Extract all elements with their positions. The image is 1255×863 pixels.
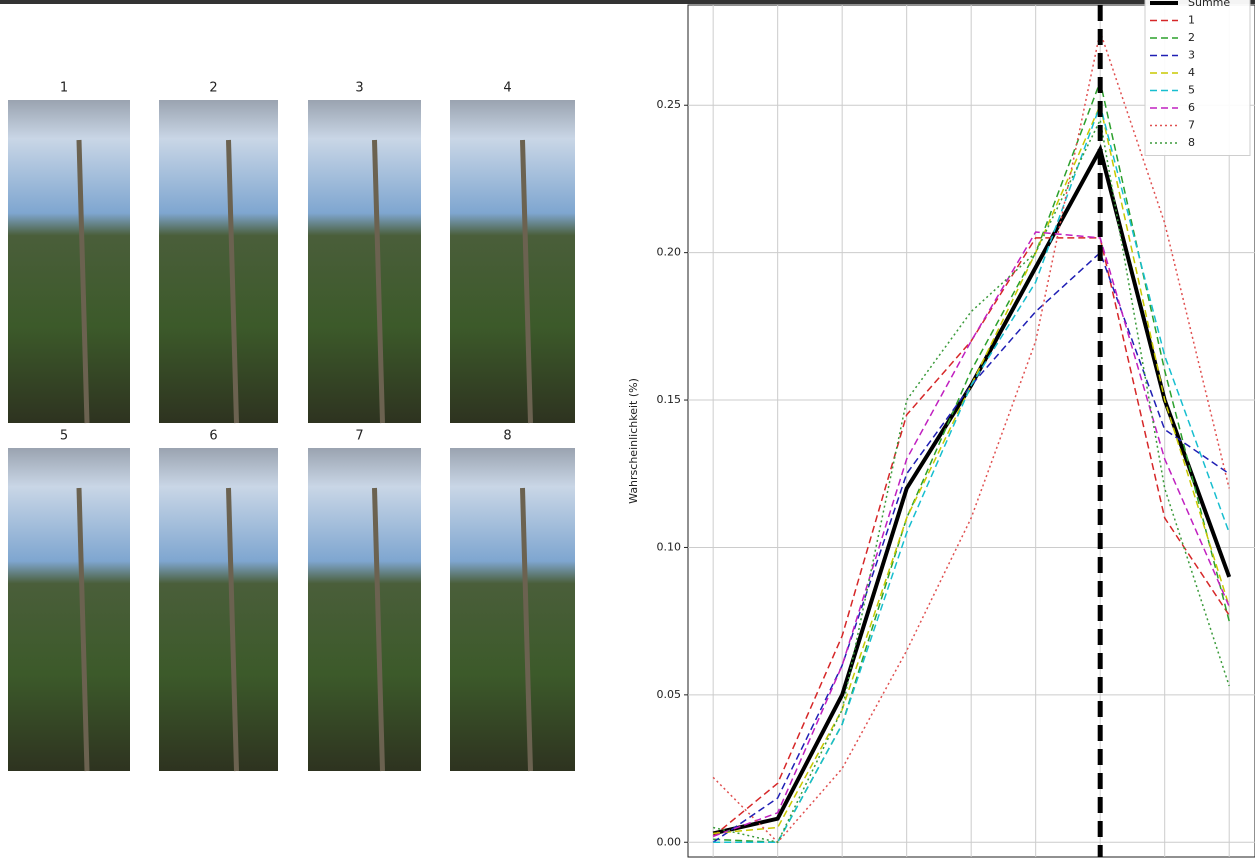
- photo: [159, 448, 278, 771]
- photo: [450, 100, 575, 423]
- photo-label: 1: [60, 81, 68, 96]
- photo-label: 4: [503, 81, 511, 96]
- photo-trunk: [520, 139, 533, 424]
- legend-label: 3: [1188, 49, 1195, 62]
- line-series: [712, 28, 1230, 844]
- photo-trunk: [372, 139, 385, 424]
- photo-trunk: [226, 139, 239, 424]
- legend-box: [1144, 0, 1251, 156]
- photo-trunk: [520, 487, 533, 772]
- legend-label: 8: [1188, 136, 1195, 149]
- legend-label: 6: [1188, 101, 1195, 114]
- photo-label: 6: [209, 429, 217, 444]
- top-bar: [0, 0, 1255, 4]
- line-series: [712, 231, 1230, 838]
- photo: [450, 448, 575, 771]
- y-tick-label: 0.15: [657, 393, 682, 406]
- chart: 0.00 0.05 0.10 0.15 0.20 0.25 Wahrscheinlichke…: [627, 0, 1255, 858]
- photo-trunk: [226, 487, 239, 772]
- line-series: [712, 251, 1230, 843]
- photo-label: 2: [209, 81, 217, 96]
- legend-label: 2: [1188, 31, 1195, 44]
- photo-trunk: [372, 487, 385, 772]
- legend-label: 4: [1188, 66, 1195, 79]
- photo: [308, 448, 421, 771]
- photo-label: 8: [503, 429, 511, 444]
- y-tick-label: 0.00: [657, 835, 682, 848]
- y-tick-label: 0.20: [657, 246, 682, 259]
- legend-label: 7: [1188, 119, 1195, 132]
- photo: [8, 100, 130, 423]
- legend-label: 5: [1188, 84, 1195, 97]
- photo-label: 7: [355, 429, 363, 444]
- line-series: [712, 117, 1230, 844]
- photo-grid: 1 2 3 4 5 6 7 8: [8, 81, 575, 772]
- photo: [308, 100, 421, 423]
- photo-label: 5: [60, 429, 68, 444]
- photo: [159, 100, 278, 423]
- line-series: [712, 237, 1230, 837]
- legend-label: Summe: [1188, 0, 1230, 9]
- photo-trunk: [76, 487, 90, 772]
- y-tick-label: 0.10: [657, 540, 682, 553]
- y-tick-label: 0.25: [657, 98, 682, 111]
- photo-trunk: [76, 139, 90, 424]
- photo: [8, 448, 130, 771]
- line-series: [713, 102, 1230, 835]
- y-tick-label: 0.05: [657, 688, 682, 701]
- legend-label: 1: [1188, 14, 1195, 27]
- line-series: [713, 102, 1230, 844]
- y-axis-label: Wahrscheinlichkeit (%): [627, 378, 640, 504]
- photo-label: 3: [355, 81, 363, 96]
